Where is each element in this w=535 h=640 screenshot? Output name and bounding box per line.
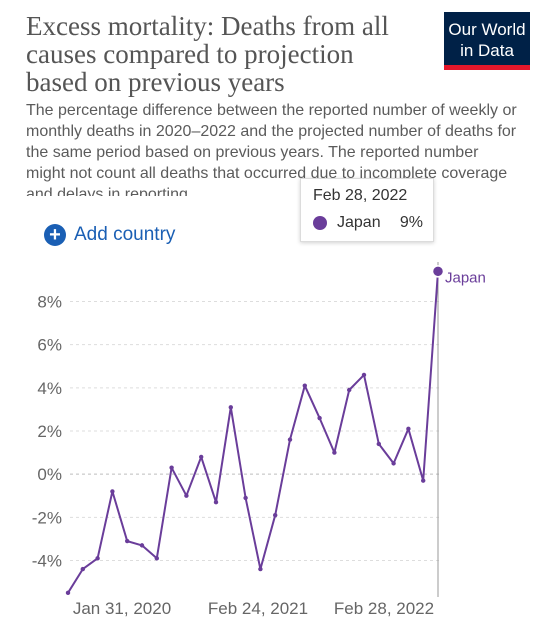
data-point[interactable] [347,387,352,393]
data-point[interactable] [361,372,367,378]
x-tick-label: Feb 28, 2022 [334,599,434,618]
y-tick-label: 2% [37,422,62,441]
data-point[interactable] [95,556,100,561]
data-point[interactable] [228,405,233,410]
data-point[interactable] [213,500,219,505]
data-point[interactable] [154,556,159,561]
y-tick-label: 6% [37,336,62,355]
x-tick-label: Jan 31, 2020 [73,599,171,618]
data-point[interactable] [184,493,189,498]
data-point[interactable] [376,441,381,447]
tooltip-row: Japan 9% [313,214,423,232]
x-axis-ticks: Jan 31, 2020 Feb 24, 2021 Feb 28, 2022 [73,599,434,618]
tooltip-country: Japan [337,214,381,231]
data-point[interactable] [110,489,115,494]
data-point[interactable] [139,543,145,548]
data-point[interactable] [65,590,71,596]
add-country-label: Add country [74,224,176,245]
data-point[interactable] [421,478,426,483]
data-point[interactable] [273,512,278,518]
tooltip-value: 9% [399,214,423,231]
highlighted-data-point[interactable] [431,265,445,278]
data-point[interactable] [80,566,86,572]
data-point[interactable] [391,461,396,466]
data-point[interactable] [125,538,130,544]
data-point[interactable] [169,465,174,470]
y-tick-label: -2% [32,508,62,527]
x-tick-label: Feb 24, 2021 [208,599,308,618]
y-tick-label: -4% [32,551,62,570]
owid-logo[interactable]: Our World in Data [444,12,530,70]
tooltip: Feb 28, 2022 Japan 9% [300,178,434,242]
gridlines [70,301,440,561]
y-tick-label: 8% [37,293,62,312]
add-country-button[interactable]: + Add country [44,224,175,246]
series-color-dot [313,216,327,230]
tooltip-date: Feb 28, 2022 [313,187,408,204]
chart-subtitle: The percentage difference between the re… [26,102,517,196]
data-point[interactable] [258,566,263,572]
data-points [65,265,445,596]
data-point[interactable] [302,383,307,388]
plus-circle-icon: + [44,224,66,246]
y-tick-label: 4% [37,379,62,398]
data-point[interactable] [406,426,411,432]
series-end-label[interactable]: Japan [445,269,486,286]
y-tick-label: 0% [37,465,62,484]
data-point[interactable] [317,415,322,421]
y-axis-ticks: -4% -2% 0% 2% 4% 6% 8% [32,293,62,571]
series-line-japan[interactable] [67,271,439,594]
data-point[interactable] [332,450,337,455]
data-point[interactable] [243,495,248,501]
chart-title: Excess mortality: Deaths from all causes… [26,11,389,97]
data-point[interactable] [287,437,293,442]
data-point[interactable] [199,454,204,460]
